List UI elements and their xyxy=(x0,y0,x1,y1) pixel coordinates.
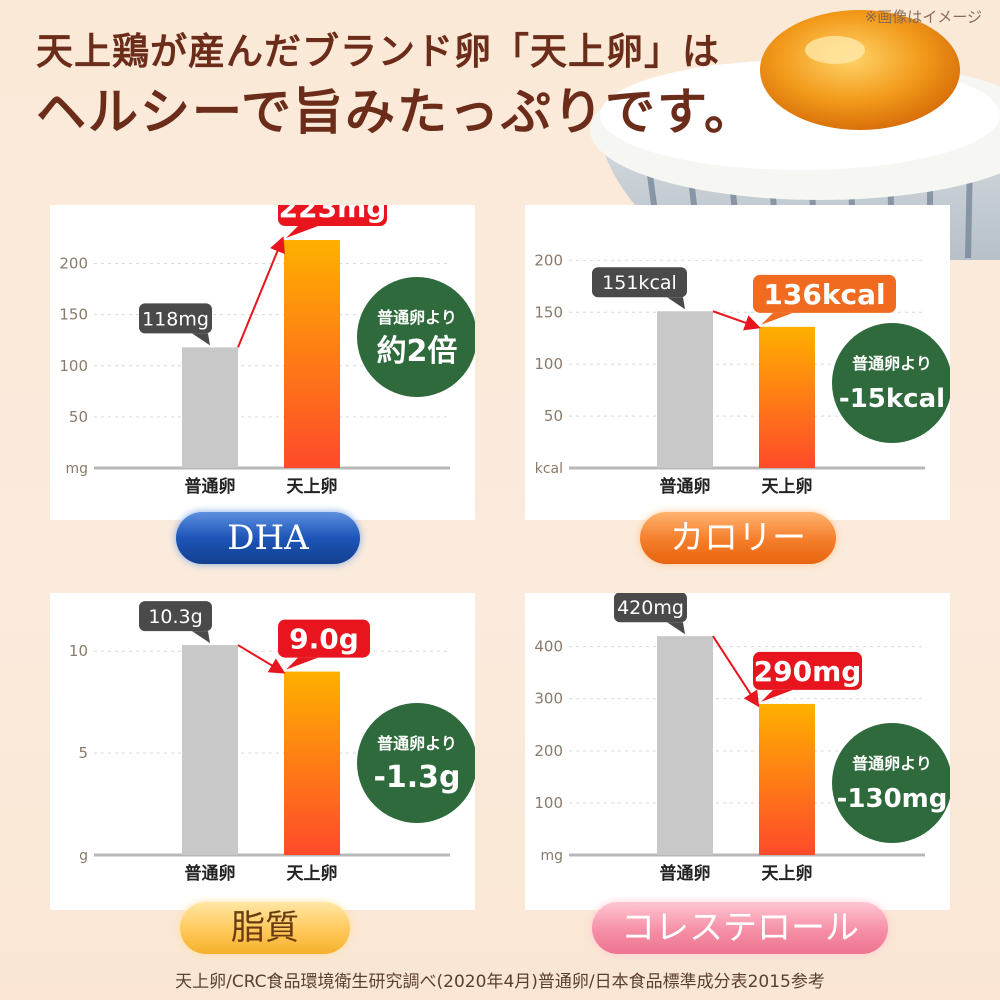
badge-line1: 普通卵より xyxy=(852,354,932,373)
chart-calorie: 50 100 150 200 kcal 普通卵 天上卵 151kcal 136kcal 普通卵より… xyxy=(534,251,950,497)
callout-normal-bg xyxy=(592,267,687,298)
badge-line2: -15kcal xyxy=(839,384,945,414)
callout-normal-tail xyxy=(667,297,685,310)
callout-normal-label: 420mg xyxy=(617,597,684,619)
y-tick-label: 50 xyxy=(69,408,88,426)
callout-tenjo-bg xyxy=(278,619,370,658)
chart-fat: 5 10 g 普通卵 天上卵 10.3g 9.0g 普通卵より -1.3g xyxy=(69,601,475,884)
callout-tenjo-tail xyxy=(286,226,318,238)
callout-normal-bg xyxy=(139,303,212,334)
callout-tenjo-tail xyxy=(286,657,318,670)
x-category-label: 天上卵 xyxy=(762,476,813,497)
y-tick-label: 150 xyxy=(59,306,88,324)
x-category-label: 天上卵 xyxy=(287,863,338,884)
y-tick-label: 10 xyxy=(69,642,88,660)
y-tick-label: 5 xyxy=(78,744,88,762)
callout-tenjo-tail xyxy=(761,312,793,325)
x-category-label: 普通卵 xyxy=(660,476,711,497)
badge-line1: 普通卵より xyxy=(852,754,932,773)
bar-normal-egg xyxy=(182,347,238,468)
pill-fat: 脂質 xyxy=(180,902,350,954)
pill-dha: DHA xyxy=(176,512,360,564)
comparison-arrow xyxy=(237,236,285,348)
headline-line2: ヘルシーで旨みたっぷりです。 xyxy=(36,82,756,141)
x-category-label: 普通卵 xyxy=(185,863,236,884)
x-category-label: 天上卵 xyxy=(287,476,338,497)
comparison-badge xyxy=(357,277,475,397)
y-unit-label: mg xyxy=(540,848,563,864)
bar-tenjo-egg xyxy=(759,703,815,855)
callout-tenjo-bg xyxy=(753,651,862,690)
bar-normal-egg xyxy=(182,645,238,855)
comparison-arrow xyxy=(712,310,761,331)
y-tick-label: 100 xyxy=(534,355,563,373)
y-tick-label: 100 xyxy=(59,357,88,375)
y-unit-label: g xyxy=(79,848,88,864)
badge-line2: -130mg xyxy=(837,784,948,814)
y-tick-label: 200 xyxy=(59,255,88,273)
pill-cholesterol: コレステロール xyxy=(592,902,888,954)
bar-normal-egg xyxy=(657,311,713,468)
panel-calorie: 50 100 150 200 kcal 普通卵 天上卵 151kcal 136kcal 普通卵より… xyxy=(525,205,950,520)
pill-calorie: カロリー xyxy=(640,512,836,564)
callout-tenjo-label: 290mg xyxy=(754,655,862,688)
image-note: ※画像はイメージ xyxy=(864,8,982,26)
y-unit-label: kcal xyxy=(535,461,563,477)
callout-normal-label: 10.3g xyxy=(148,606,202,628)
comparison-arrow xyxy=(712,635,760,708)
panel-fat: 5 10 g 普通卵 天上卵 10.3g 9.0g 普通卵より -1.3g xyxy=(50,593,475,910)
callout-tenjo-tail xyxy=(761,689,793,702)
panel-cholesterol: 100 200 300 400 mg 普通卵 天上卵 420mg 290mg 普通卵より -130m… xyxy=(525,593,950,910)
callout-normal-label: 151kcal xyxy=(602,272,677,294)
callout-normal-bg xyxy=(614,593,687,623)
chart-cholesterol: 100 200 300 400 mg 普通卵 天上卵 420mg 290mg 普通卵より -130m… xyxy=(534,593,950,884)
callout-tenjo-label: 223mg xyxy=(279,205,387,224)
source-caption: 天上卵/CRC食品環境衛生研究調べ(2020年4月)普通卵/日本食品標準成分表2… xyxy=(175,972,825,992)
panel-dha: 50 100 150 200 mg 普通卵 天上卵 118mg 223mg 普通卵より約2倍 xyxy=(50,205,475,520)
callout-tenjo-label: 9.0g xyxy=(289,623,359,656)
callout-normal-bg xyxy=(139,601,212,632)
comparison-arrow xyxy=(237,644,286,674)
comparison-badge xyxy=(832,723,950,843)
bar-tenjo-egg xyxy=(759,326,815,468)
callout-tenjo-label: 136kcal xyxy=(763,278,885,311)
callout-normal-tail xyxy=(667,622,685,635)
bar-normal-egg xyxy=(657,636,713,855)
callout-tenjo-bg xyxy=(753,274,896,313)
y-tick-label: 100 xyxy=(534,794,563,812)
y-tick-label: 50 xyxy=(544,407,563,425)
y-tick-label: 400 xyxy=(534,638,563,656)
callout-tenjo-bg xyxy=(278,205,387,226)
y-tick-label: 200 xyxy=(534,251,563,269)
x-category-label: 天上卵 xyxy=(762,863,813,884)
callout-normal-label: 118mg xyxy=(142,308,209,330)
bar-tenjo-egg xyxy=(284,240,340,468)
headline: 天上鶏が産んだブランド卵「天上卵」は ヘルシーで旨みたっぷりです。 xyxy=(36,26,756,148)
comparison-badge xyxy=(357,703,475,823)
badge-line2: 約2倍 xyxy=(377,334,458,369)
x-category-label: 普通卵 xyxy=(185,476,236,497)
comparison-badge xyxy=(832,323,950,443)
callout-normal-tail xyxy=(192,631,210,644)
badge-line2: -1.3g xyxy=(373,760,460,795)
headline-line1: 天上鶏が産んだブランド卵「天上卵」は xyxy=(36,29,720,73)
y-tick-label: 300 xyxy=(534,690,563,708)
y-unit-label: mg xyxy=(65,461,88,477)
callout-normal-tail xyxy=(192,333,210,346)
badge-line1: 普通卵より xyxy=(377,308,457,327)
y-tick-label: 200 xyxy=(534,742,563,760)
y-tick-label: 150 xyxy=(534,303,563,321)
x-category-label: 普通卵 xyxy=(660,863,711,884)
bar-tenjo-egg xyxy=(284,671,340,855)
badge-line1: 普通卵より xyxy=(377,734,457,753)
